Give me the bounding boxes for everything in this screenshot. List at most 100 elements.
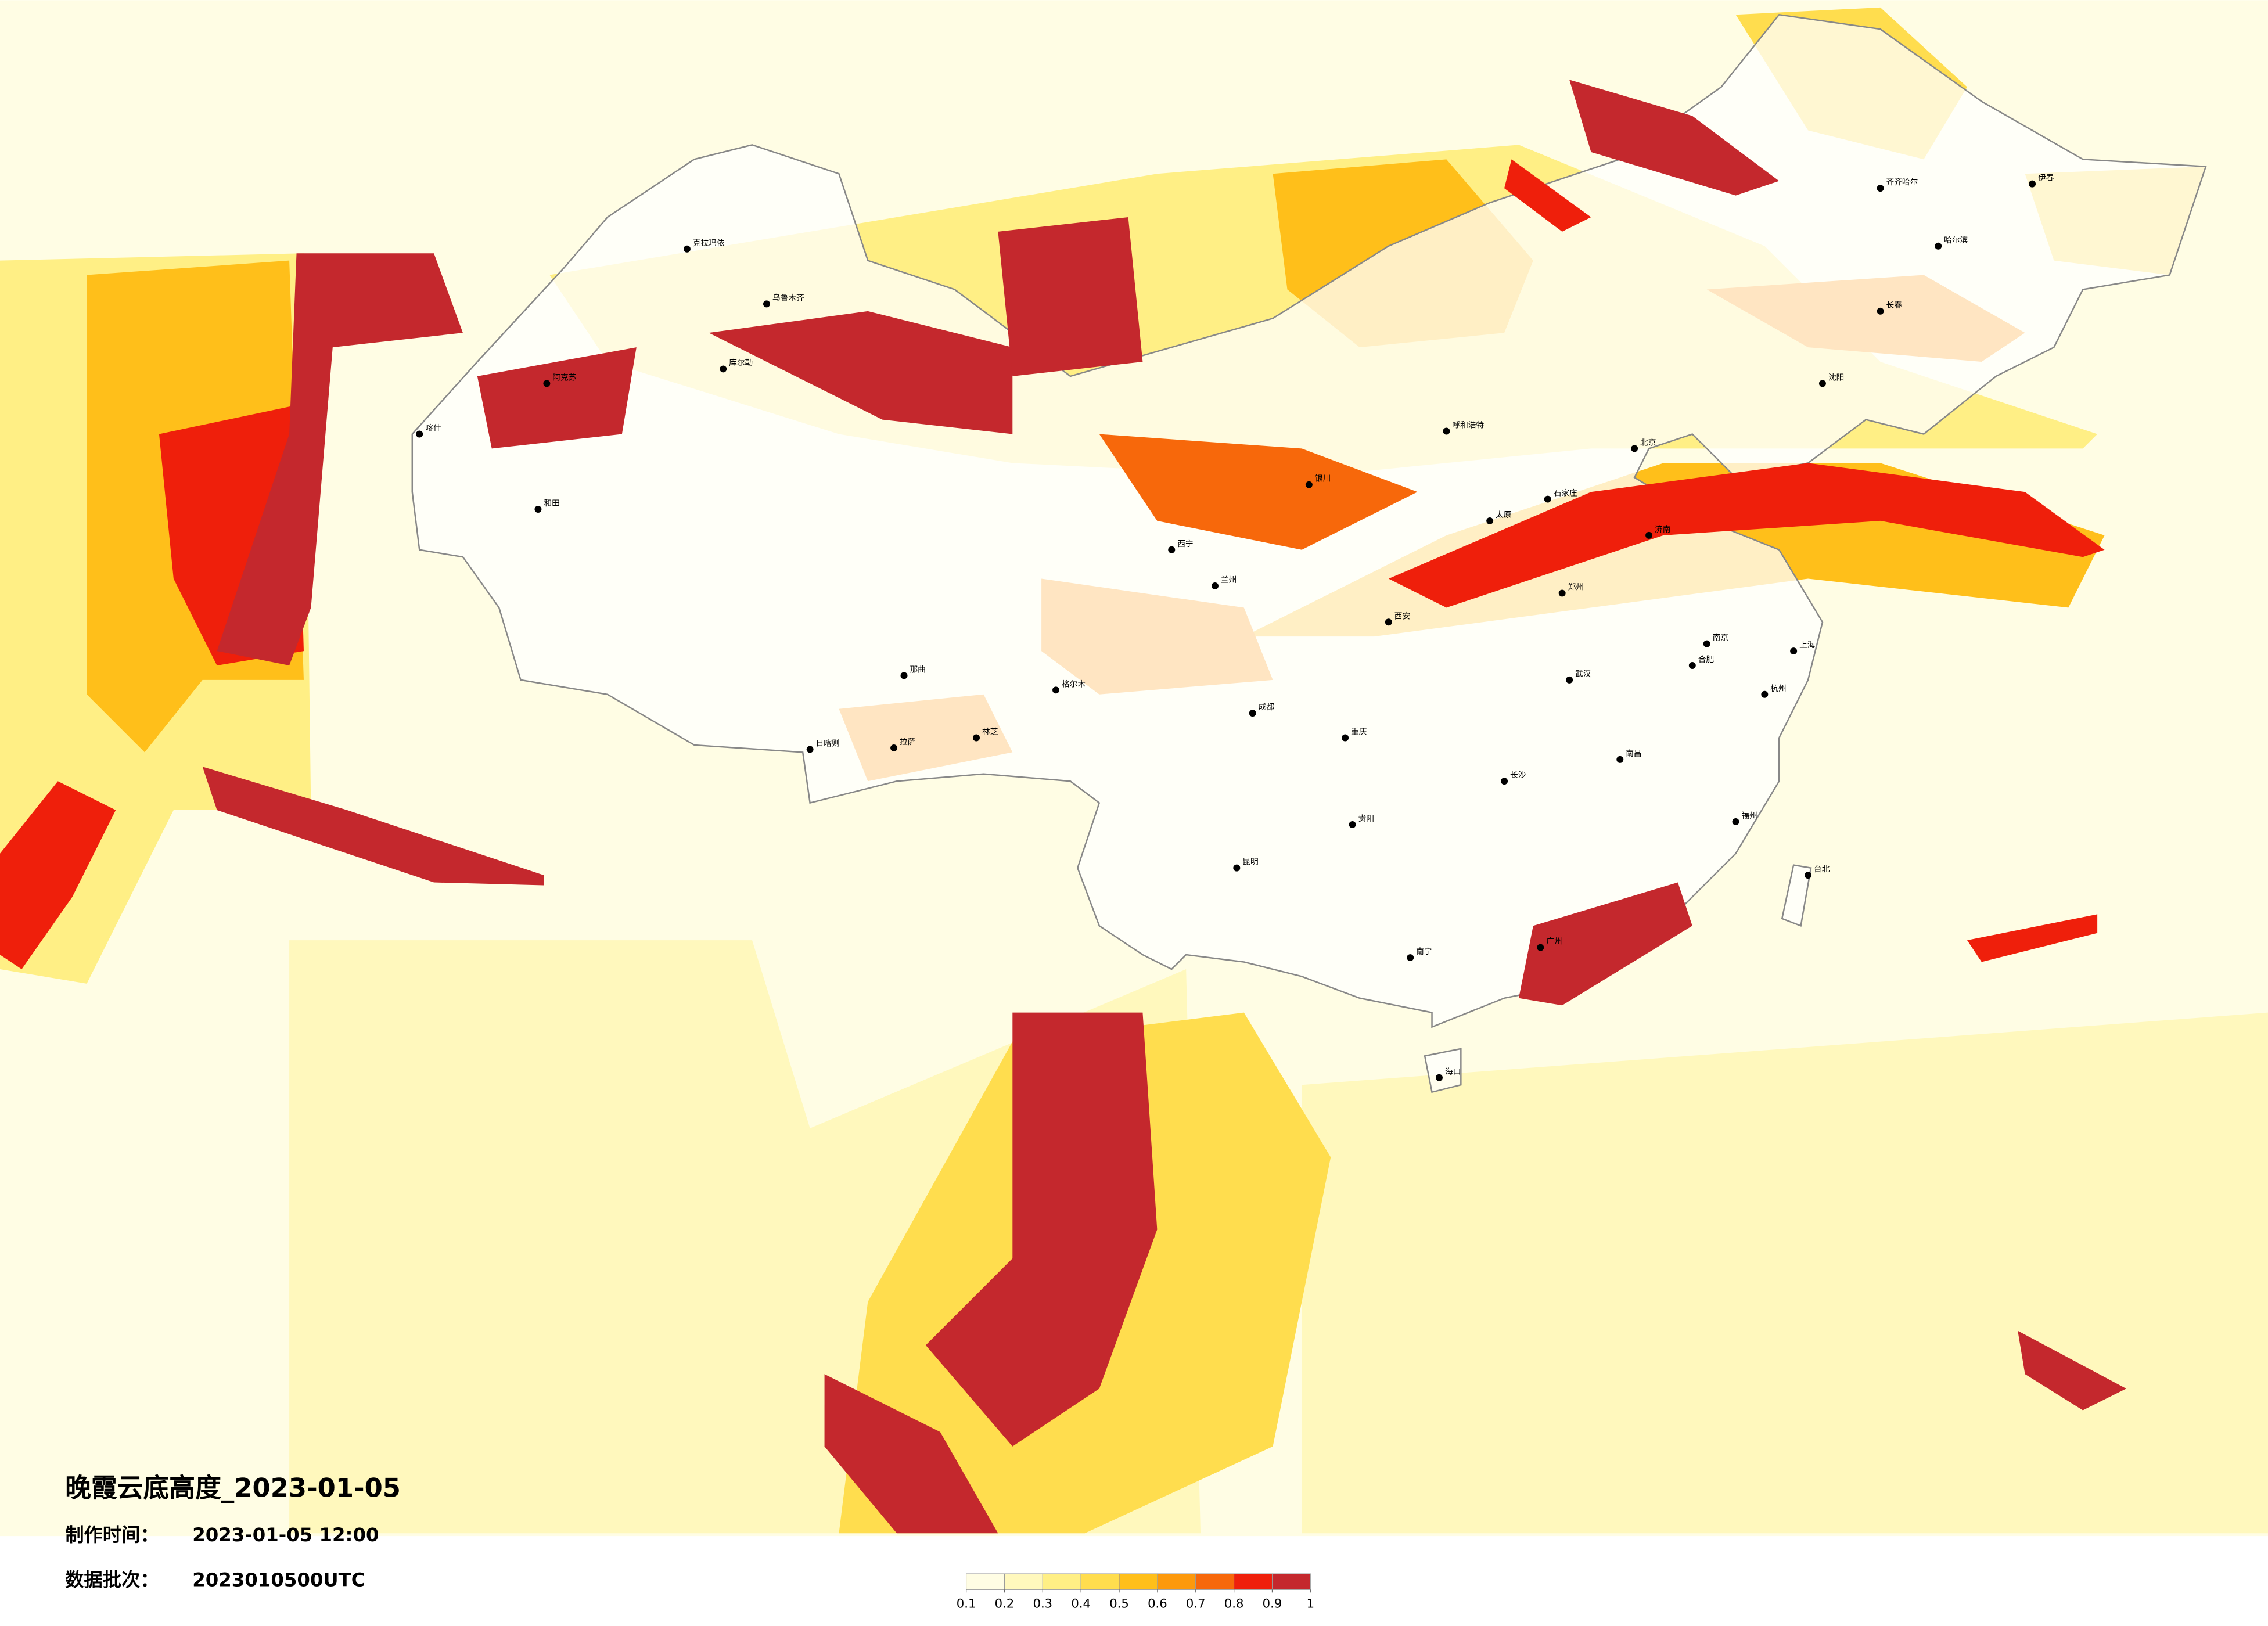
- city-label: 上海: [1799, 641, 1816, 650]
- city-dot: [1486, 517, 1494, 524]
- city-dot: [1544, 495, 1551, 503]
- colorbar-tick-label: 0.5: [1109, 1596, 1129, 1610]
- city-label: 石家庄: [1554, 488, 1577, 498]
- city-label: 银川: [1315, 474, 1331, 484]
- cloud-field: [0, 80, 2126, 1534]
- colorbar-tick-label: 0.3: [1033, 1596, 1052, 1610]
- cloud-area: [1518, 882, 1692, 1006]
- colorbar-tick-label: 0.8: [1224, 1596, 1244, 1610]
- cloud-area: [1099, 434, 1418, 550]
- colorbar-segment: [1004, 1573, 1043, 1590]
- city-label: 北京: [1640, 438, 1656, 447]
- city-dot: [763, 300, 770, 308]
- city-dot: [1761, 690, 1769, 698]
- city-label: 日喀则: [816, 739, 840, 748]
- city-label: 重庆: [1351, 728, 1367, 737]
- city-dot: [1877, 307, 1884, 315]
- city-dot: [1211, 582, 1219, 589]
- city-dot: [534, 506, 542, 513]
- city-dot: [890, 744, 898, 751]
- city-label: 沈阳: [1828, 373, 1844, 382]
- city-label: 齐齐哈尔: [1886, 178, 1918, 187]
- city-label: 广州: [1546, 937, 1562, 947]
- city-dot: [1249, 710, 1256, 717]
- colorbar-tick-label: 1: [1307, 1596, 1314, 1610]
- cloud-area: [202, 767, 544, 886]
- colorbar-segment: [1271, 1573, 1311, 1590]
- city-label: 哈尔滨: [1944, 236, 1968, 245]
- city-label: 库尔勒: [729, 358, 753, 368]
- colorbar-segment: [1157, 1573, 1196, 1590]
- colorbar-tick-label: 0.6: [1148, 1596, 1167, 1610]
- city-dot: [1349, 821, 1356, 828]
- city-label: 太原: [1496, 510, 1511, 520]
- cloud-area: [2018, 1330, 2126, 1411]
- city-dot: [1688, 661, 1696, 669]
- info-value: 2023-01-05 12:00: [192, 1524, 379, 1546]
- colorbar-tick-label: 0.4: [1071, 1596, 1091, 1610]
- city-dot: [1877, 185, 1884, 192]
- colorbar-segment: [1195, 1573, 1235, 1590]
- cloud-area: [0, 781, 116, 969]
- city-label: 喀什: [425, 424, 441, 433]
- city-dot: [1305, 481, 1313, 488]
- city-label: 兰州: [1221, 575, 1237, 585]
- city-dot: [1342, 734, 1349, 742]
- cloud-area: [1569, 80, 1780, 196]
- cloud-area: [998, 217, 1143, 376]
- colorbar-segment: [1042, 1573, 1081, 1590]
- city-label: 郑州: [1568, 582, 1584, 592]
- city-dot: [1407, 954, 1414, 962]
- colorbar-segment: [1119, 1573, 1158, 1590]
- city-dot: [900, 672, 908, 679]
- colorbar-segment: [1080, 1573, 1120, 1590]
- city-dot: [1558, 589, 1566, 597]
- city-dot: [1631, 445, 1638, 452]
- cloud-area: [1302, 1012, 2268, 1534]
- info-label: 制作时间：: [65, 1524, 159, 1546]
- city-label: 格尔木: [1062, 679, 1086, 689]
- city-dot: [1645, 531, 1653, 539]
- cloud-area: [925, 1012, 1158, 1447]
- city-label: 长春: [1886, 301, 1903, 310]
- city-label: 西宁: [1177, 539, 1193, 549]
- colorbar-segment: [1234, 1573, 1273, 1590]
- city-label: 福州: [1741, 811, 1757, 821]
- city-dot: [973, 734, 980, 742]
- city-label: 阿克苏: [552, 373, 576, 382]
- city-dot: [1501, 778, 1508, 785]
- city-dot: [1566, 676, 1573, 684]
- city-dot: [1168, 546, 1176, 553]
- city-dot: [416, 430, 423, 438]
- colorbar-tick-label: 0.2: [995, 1596, 1015, 1610]
- cloud-area: [709, 311, 1013, 434]
- city-dot: [683, 245, 691, 253]
- city-dot: [1385, 618, 1392, 626]
- city-label: 南宁: [1416, 947, 1432, 956]
- cloud-area: [824, 1374, 998, 1534]
- cloud-area: [1504, 159, 1591, 232]
- city-label: 台北: [1814, 865, 1830, 874]
- city-dot: [1818, 380, 1826, 387]
- colorbar-tick-label: 0.9: [1263, 1596, 1282, 1610]
- city-dot: [1935, 242, 1942, 250]
- island-boundary: [1424, 1048, 1462, 1093]
- city-dot: [1537, 944, 1544, 951]
- city-dot: [1233, 864, 1241, 872]
- city-label: 成都: [1259, 703, 1275, 712]
- city-label: 南京: [1713, 634, 1728, 643]
- city-label: 合肥: [1698, 655, 1715, 664]
- city-dot: [1436, 1074, 1443, 1081]
- city-dot: [1443, 427, 1450, 435]
- island-boundary: [1781, 864, 1812, 927]
- city-dot: [543, 380, 551, 387]
- city-dot: [1805, 872, 1812, 879]
- colorbar-tick-label: 0.1: [957, 1596, 976, 1610]
- info-value: 2023010500UTC: [192, 1569, 365, 1591]
- city-dot: [1790, 647, 1798, 655]
- city-label: 乌鲁木齐: [772, 293, 804, 303]
- city-label: 西安: [1394, 611, 1410, 621]
- cloud-area: [1967, 914, 2098, 962]
